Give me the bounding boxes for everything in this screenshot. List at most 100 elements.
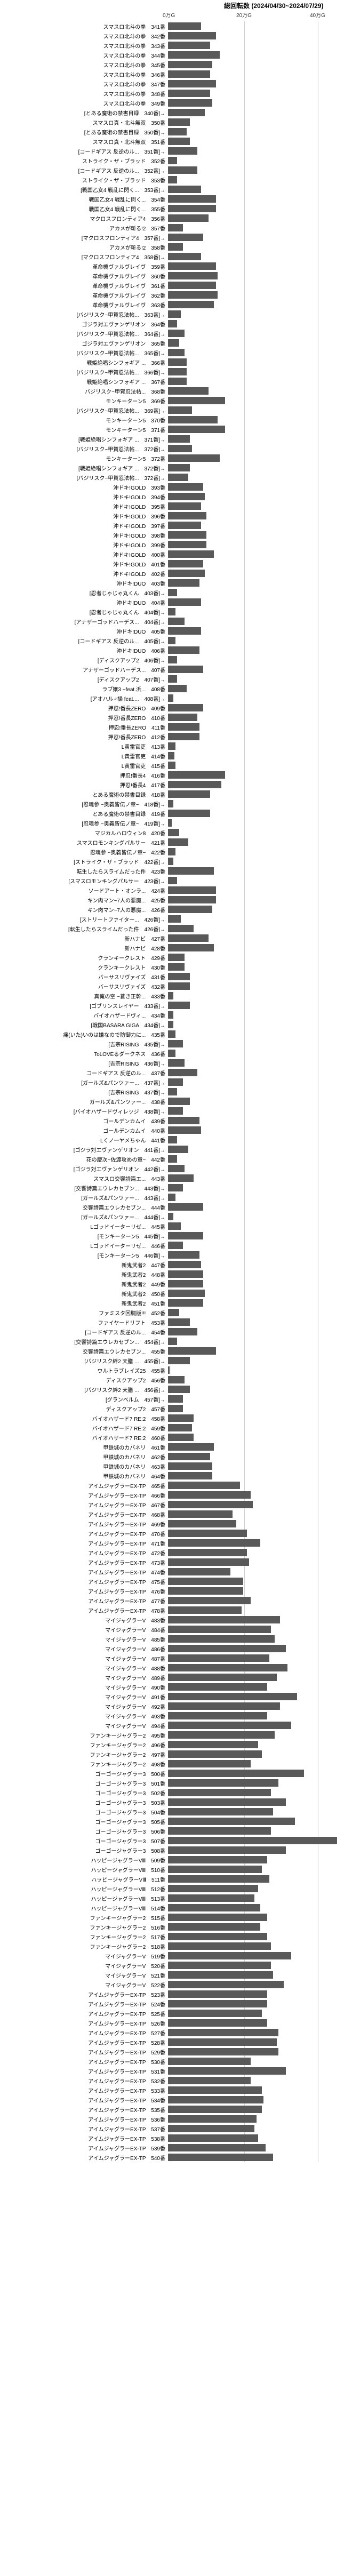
chart-row: スマスロ北斗の拳 343番 xyxy=(0,41,360,50)
bar xyxy=(168,627,201,635)
row-label: [忍魂参 ~奥義皆伝ノ章~ 419番]→ xyxy=(0,819,168,827)
chart-row: 沖ドキ!DUO 405番 xyxy=(0,626,360,636)
chart-row: キン肉マン~7人の悪魔... 426番 xyxy=(0,905,360,914)
chart-row: アイムジャグラーEX-TP 467番 xyxy=(0,1500,360,1509)
bar-area xyxy=(168,1625,352,1634)
bar-area xyxy=(168,799,352,809)
bar xyxy=(168,790,210,798)
row-label: [モンキーターン5 445番]→ xyxy=(0,1232,168,1240)
bar-area xyxy=(168,1269,352,1279)
bar xyxy=(168,512,206,519)
row-label: [戦姫絶唱シンフォギア ... 372番]→ xyxy=(0,464,168,472)
row-label: 戦姫絶唱シンフォギア ... 367番 xyxy=(0,378,168,386)
row-label: アイムジャグラーEX-TP 533番 xyxy=(0,2086,168,2094)
chart-row: [アナザーゴッドハーデス... 404番]→ xyxy=(0,617,360,626)
row-label: [コードギアス 反逆のル... 454番 xyxy=(0,1328,168,1336)
chart-row: ゴーゴージャグラー3 500番 xyxy=(0,1769,360,1778)
row-label: マイジャグラーV 489番 xyxy=(0,1674,168,1682)
row-label: [とある魔術の禁書目録 350番]→ xyxy=(0,128,168,136)
row-label: 沖ドキ!GOLD 394番 xyxy=(0,493,168,501)
bar-area xyxy=(168,588,352,597)
bar-area xyxy=(168,453,352,463)
chart-row: 転生したらスライムだった件 423番 xyxy=(0,866,360,876)
row-label: [コードギアス 反逆のル... 405番]→ xyxy=(0,637,168,645)
chart-row: スマスロ北斗の拳 342番 xyxy=(0,31,360,41)
chart-row: マジカルハロウィン8 420番 xyxy=(0,828,360,837)
chart-row: 押忍!番長ZERO 411番 xyxy=(0,722,360,732)
row-label: スマスロ北斗の拳 349番 xyxy=(0,99,168,107)
row-label: ハッピージャグラーVⅢ 510番 xyxy=(0,1866,168,1874)
chart-row: [バジリスク絆2 天膳 ... 455番]→ xyxy=(0,1356,360,1365)
chart-row: 沖ドキ!GOLD 400番 xyxy=(0,549,360,559)
chart-row: アイムジャグラーEX-TP 526番 xyxy=(0,2018,360,2028)
row-label: [コードギアス 反逆のル... 352番]→ xyxy=(0,166,168,174)
chart-row: [戦姫絶唱シンフォギア ... 372番]→ xyxy=(0,463,360,473)
chart-row: スマスロ北斗の拳 341番 xyxy=(0,21,360,31)
bar xyxy=(168,1443,214,1451)
chart-row: マイジャグラーV 487番 xyxy=(0,1653,360,1663)
chart-row: スマスロ北斗の拳 348番 xyxy=(0,89,360,98)
chart-row: [ディスクアップ2 407番]→ xyxy=(0,674,360,684)
bar-area xyxy=(168,2018,352,2028)
bar xyxy=(168,963,185,971)
row-label: 甲鉄城のカバネリ 464番 xyxy=(0,1472,168,1480)
bar xyxy=(168,896,216,903)
row-label: [バイオハザードヴィレッジ 438番]→ xyxy=(0,1107,168,1115)
bar-area xyxy=(168,511,352,521)
chart-row: 戦国乙女4 戦乱に閃く... 354番 xyxy=(0,194,360,204)
row-label: 交響詩篇エウレカセブン... 444番 xyxy=(0,1203,168,1211)
row-label: クランキークレスト 430番 xyxy=(0,963,168,971)
row-label: Lゴッドイーターリゼ... 445番 xyxy=(0,1222,168,1230)
bar xyxy=(168,1530,247,1537)
row-label: [ガールズ&パンツァー... 443番]→ xyxy=(0,1194,168,1202)
row-label: [ゴジラ対エヴァンゲリオン 441番]→ xyxy=(0,1146,168,1154)
chart-row: アイムジャグラーEX-TP 473番 xyxy=(0,1557,360,1567)
bar-area xyxy=(168,338,352,348)
row-label: 沖ドキ!GOLD 402番 xyxy=(0,570,168,578)
row-label: ゴーゴージャグラー3 503番 xyxy=(0,1798,168,1806)
bar-area xyxy=(168,175,352,185)
bar xyxy=(168,1030,175,1038)
bar xyxy=(168,1338,177,1345)
chart-row: アイムジャグラーEX-TP 470番 xyxy=(0,1529,360,1538)
bar-area xyxy=(168,194,352,204)
row-label: ハッピージャグラーVⅢ 512番 xyxy=(0,1885,168,1893)
bar xyxy=(168,1645,286,1652)
chart-row: [コードギアス 反逆のル... 352番]→ xyxy=(0,165,360,175)
chart-row: アカメが斬る!2 358番 xyxy=(0,242,360,252)
bar xyxy=(168,349,185,356)
bar-area xyxy=(168,1903,352,1913)
chart-row: スマスロ北斗の拳 345番 xyxy=(0,60,360,69)
bar-area xyxy=(168,1538,352,1548)
bar-area xyxy=(168,357,352,367)
chart-row: 押忍!番長4 416番 xyxy=(0,770,360,780)
x-tick-label: 0万G xyxy=(163,11,175,19)
bar-area xyxy=(168,319,352,329)
row-label: 戦国乙女4 戦乱に閃く... 354番 xyxy=(0,195,168,203)
row-label: 革命機ヴァルヴレイヴ 359番 xyxy=(0,262,168,270)
bar-area xyxy=(168,1817,352,1826)
row-label: バーサスリヴァイズ 431番 xyxy=(0,973,168,981)
row-label: アイムジャグラーEX-TP 534番 xyxy=(0,2096,168,2104)
bar xyxy=(168,1107,183,1115)
bar xyxy=(168,618,185,625)
bar-area xyxy=(168,2057,352,2066)
row-label: アイムジャグラーEX-TP 523番 xyxy=(0,1990,168,1998)
row-label: [アオハル♂操 feat.... 408番]→ xyxy=(0,694,168,702)
bar xyxy=(168,2134,258,2142)
bar-area xyxy=(168,1788,352,1797)
bar-area xyxy=(168,1855,352,1865)
chart-row: 革命機ヴァルヴレイヴ 362番 xyxy=(0,290,360,300)
bar xyxy=(168,1357,190,1364)
bar xyxy=(168,1616,280,1623)
bar xyxy=(168,1952,291,1959)
bar-area xyxy=(168,1375,352,1385)
row-label: ゴールデンカムイ 439番 xyxy=(0,1117,168,1125)
bar xyxy=(168,1174,194,1182)
row-label: アカメが斬る!2 357番 xyxy=(0,224,168,232)
bar-area xyxy=(168,2105,352,2114)
bar-area xyxy=(168,271,352,281)
bar-area xyxy=(168,1557,352,1567)
bar-area xyxy=(168,1164,352,1173)
row-label: バイオハザード7 RE:2 460番 xyxy=(0,1434,168,1442)
